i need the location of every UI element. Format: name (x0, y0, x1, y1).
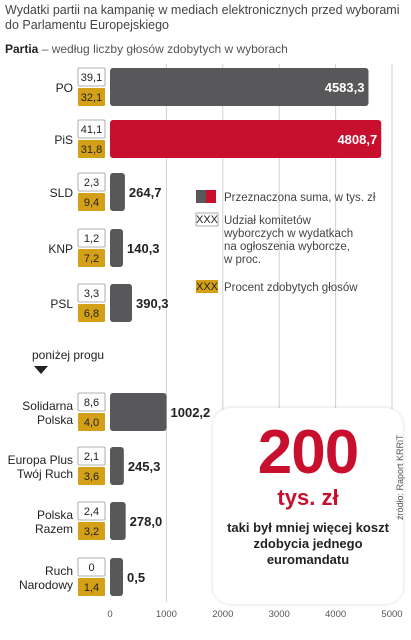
share-box (77, 228, 106, 248)
category-label: Narodowy (19, 578, 73, 592)
x-tick-label: 1000 (156, 609, 177, 620)
share-value: 2,1 (84, 451, 99, 463)
bar (110, 558, 123, 596)
votes-value: 31,8 (81, 144, 102, 156)
x-tick-label: 3000 (269, 609, 290, 620)
votes-box (78, 304, 105, 322)
legend-share-label: w proc. (223, 254, 261, 266)
category-label: Solidarna (22, 399, 73, 413)
votes-box (78, 193, 105, 211)
share-value: 1,2 (84, 233, 99, 245)
votes-box (78, 467, 105, 485)
share-box (77, 172, 106, 192)
share-value: 2,3 (84, 177, 99, 189)
votes-box (78, 140, 105, 158)
category-label: Polska (37, 413, 73, 427)
share-box (77, 446, 106, 466)
x-tick-label: 5000 (381, 609, 402, 620)
chart-subtitle: Partia – według liczby głosów zdobytych … (5, 42, 400, 56)
bar (110, 229, 123, 267)
votes-value: 32,1 (81, 92, 102, 104)
bar-value-label: 245,3 (128, 459, 161, 474)
votes-box (78, 88, 105, 106)
x-tick-label: 2000 (212, 609, 233, 620)
share-value: 41,1 (81, 124, 102, 136)
callout-number: 200 (257, 418, 359, 487)
bar (110, 447, 124, 485)
callout-unit: tys. zł (277, 485, 339, 510)
votes-value: 3,6 (84, 471, 99, 483)
share-box (77, 557, 106, 577)
legend-share-label: Udział komitetów (224, 215, 312, 227)
votes-box (78, 578, 105, 596)
legend-sum-label: Przeznaczona suma, w tys. zł (224, 192, 376, 204)
share-value: 2,4 (84, 506, 99, 518)
down-arrow-icon (34, 366, 48, 374)
category-label: Europa Plus (8, 453, 73, 467)
category-label: Polska (37, 508, 73, 522)
subtitle-rest: – według liczby głosów zdobytych w wybor… (38, 42, 288, 56)
bar-value-label: 264,7 (129, 185, 162, 200)
category-label: Razem (35, 522, 73, 536)
category-label: SLD (50, 186, 74, 200)
share-box (77, 283, 106, 303)
category-label: PO (56, 81, 73, 95)
share-value: 39,1 (81, 72, 102, 84)
below-threshold-label: poniżej progu (32, 348, 105, 362)
callout-text: taki był mniej więcej koszt zdobycia jed… (227, 520, 389, 567)
bar-value-label: 390,3 (136, 296, 169, 311)
legend-share-label: wyborczych w wydatkach (223, 228, 353, 240)
cost-callout: 200 tys. zł taki był mniej więcej koszt … (213, 408, 403, 604)
bar (110, 393, 167, 431)
legend-share-label: na ogłoszenia wyborcze, (224, 241, 350, 253)
bar-value-label: 278,0 (130, 514, 163, 529)
bar-value-label: 140,3 (127, 241, 160, 256)
x-tick-label: 0 (107, 609, 112, 620)
share-box (77, 67, 106, 87)
bar-value-label: 4583,3 (325, 80, 365, 95)
votes-value: 3,2 (84, 526, 99, 538)
category-label: Ruch (45, 564, 73, 578)
bar-value-label: 4808,7 (337, 132, 377, 147)
bar (110, 173, 125, 211)
share-box (77, 501, 106, 521)
legend-share-swatch (195, 212, 219, 227)
votes-box (78, 413, 105, 431)
category-label: KNP (48, 242, 73, 256)
bar (110, 68, 369, 106)
votes-value: 7,2 (84, 253, 99, 265)
votes-box (78, 522, 105, 540)
source-note: źródło: Raport KRRiT (395, 434, 405, 520)
votes-box (78, 249, 105, 267)
share-value: 0 (88, 562, 94, 574)
legend-votes-swatch (196, 280, 218, 293)
legend-votes-label: Procent zdobytych głosów (224, 282, 358, 294)
share-value: 8,6 (84, 397, 99, 409)
x-tick-label: 4000 (325, 609, 346, 620)
votes-value: 1,4 (84, 582, 99, 594)
share-box (77, 119, 106, 139)
votes-value: 6,8 (84, 308, 99, 320)
bar-value-label: 0,5 (127, 570, 145, 585)
chart-title: Wydatki partii na kampanię w mediach ele… (5, 3, 400, 32)
category-label: Twój Ruch (17, 467, 73, 481)
share-value: 3,3 (84, 288, 99, 300)
legend-votes-sample: XXX (196, 281, 219, 293)
share-box (77, 392, 106, 412)
category-label: PiS (54, 133, 73, 147)
votes-value: 4,0 (84, 417, 99, 429)
bar (110, 284, 133, 322)
bar (110, 120, 382, 158)
legend-sum-swatch-gray (196, 190, 206, 203)
subtitle-bold: Partia (5, 42, 39, 56)
bar (110, 502, 126, 540)
legend-share-sample: XXX (196, 214, 219, 226)
votes-value: 9,4 (84, 197, 99, 209)
bar-value-label: 1002,2 (171, 405, 211, 420)
legend-sum-swatch-red (206, 190, 216, 203)
category-label: PSL (50, 297, 73, 311)
